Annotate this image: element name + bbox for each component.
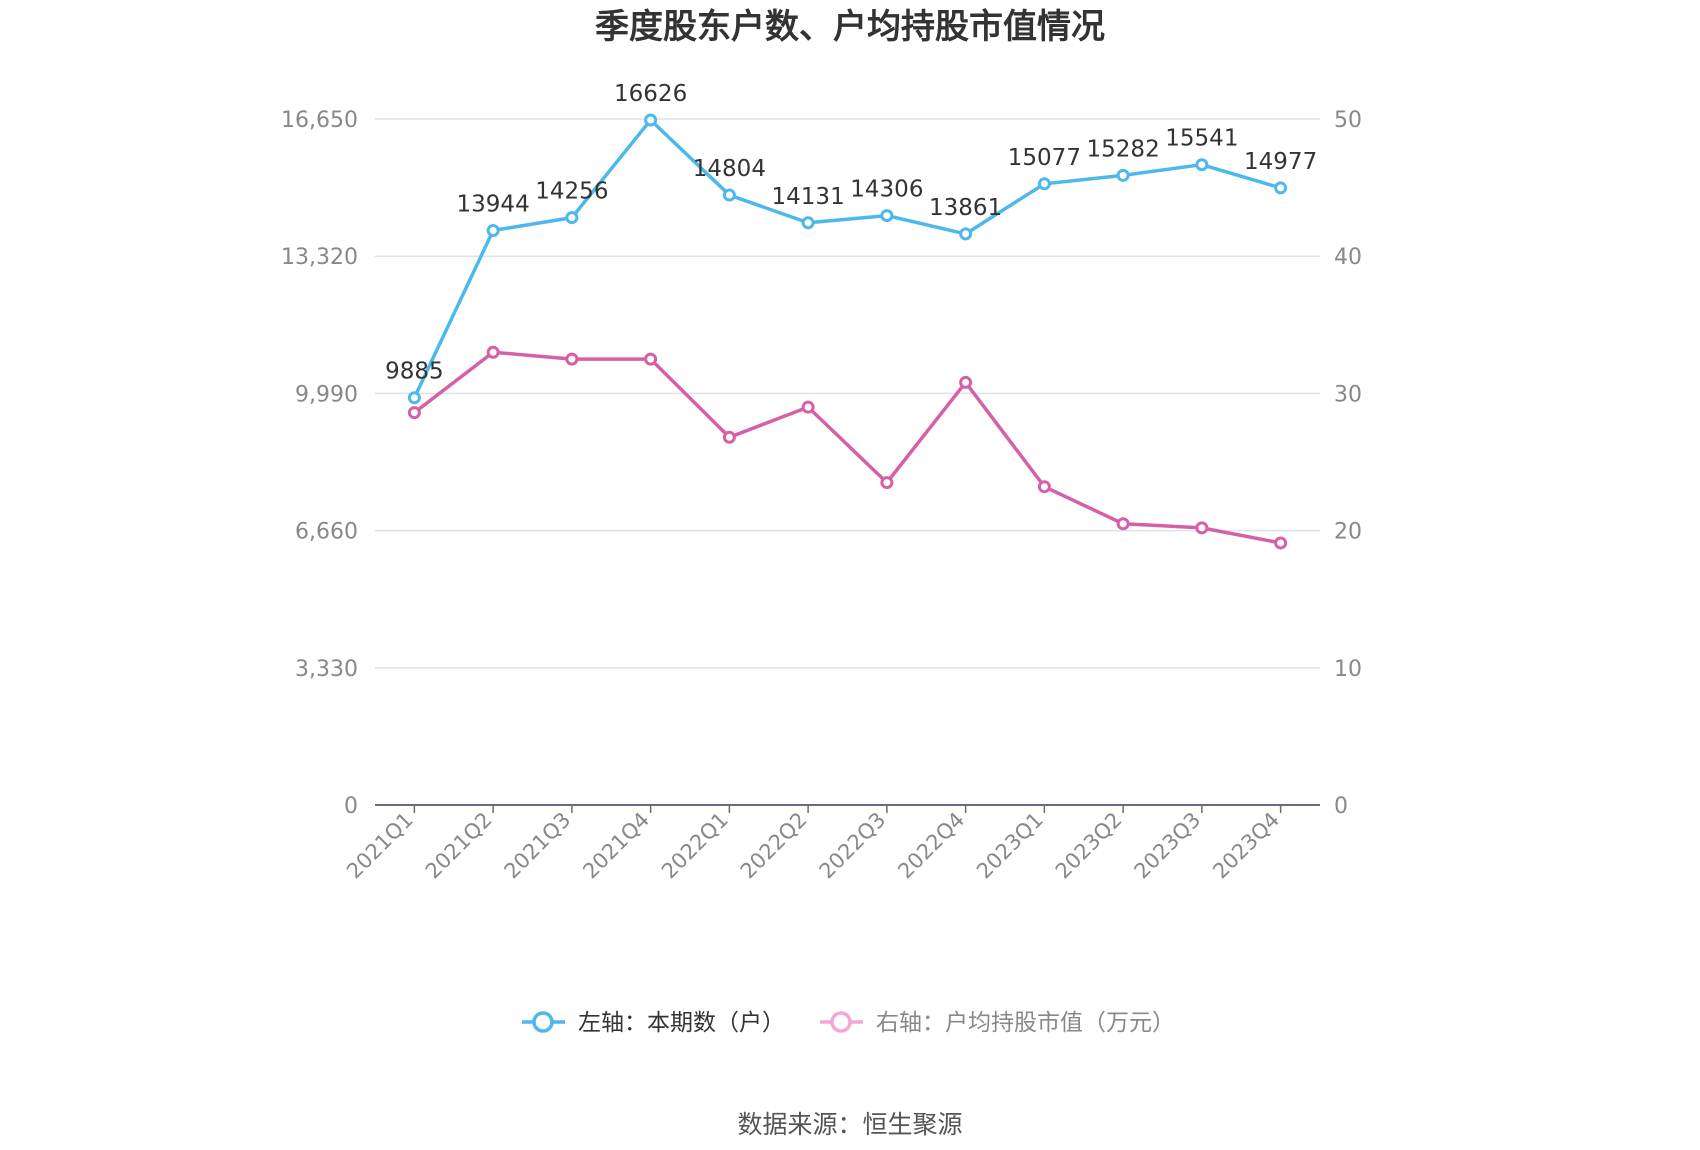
legend-item-1[interactable]: 左轴：本期数（户） <box>522 1010 785 1036</box>
data-point[interactable] <box>801 400 815 414</box>
data-point[interactable] <box>486 223 500 237</box>
left-tick-label: 0 <box>344 794 358 819</box>
data-point[interactable] <box>486 345 500 359</box>
data-label: 15077 <box>1008 145 1081 171</box>
legend-label: 左轴：本期数（户） <box>578 1010 785 1036</box>
series-line <box>412 118 1282 399</box>
data-point[interactable] <box>1037 480 1051 494</box>
data-label: 13861 <box>929 195 1002 221</box>
data-point[interactable] <box>880 209 894 223</box>
data-point[interactable] <box>644 352 658 366</box>
data-point[interactable] <box>1037 177 1051 191</box>
data-point[interactable] <box>722 430 736 444</box>
left-tick-label: 3,330 <box>295 657 358 682</box>
series-line <box>413 350 1281 545</box>
x-tick-label: 2021Q4 <box>578 808 654 884</box>
left-tick-label: 16,650 <box>281 108 358 133</box>
data-point[interactable] <box>1195 521 1209 535</box>
data-point[interactable] <box>644 113 658 127</box>
data-point[interactable] <box>801 216 815 230</box>
data-point[interactable] <box>407 391 421 405</box>
legend-label: 右轴：户均持股市值（万元） <box>876 1010 1175 1036</box>
data-point[interactable] <box>722 188 736 202</box>
x-tick-label: 2021Q3 <box>500 808 576 884</box>
legend-item-2[interactable]: 右轴：户均持股市值（万元） <box>820 1010 1175 1036</box>
data-point[interactable] <box>880 476 894 490</box>
data-label: 14804 <box>693 156 766 182</box>
x-tick-label: 2022Q3 <box>815 808 891 884</box>
x-axis: 2021Q1 2021Q2 2021Q3 2021Q4 2022Q1 2022Q2 2022… <box>342 804 1320 884</box>
data-label: 14131 <box>772 184 845 210</box>
x-tick-label: 2023Q2 <box>1051 808 1127 884</box>
data-point[interactable] <box>959 227 973 241</box>
data-point[interactable] <box>1116 517 1130 531</box>
x-tick-label: 2022Q1 <box>657 808 733 884</box>
x-tick-label: 2022Q4 <box>893 808 969 884</box>
data-point[interactable] <box>1195 158 1209 172</box>
x-tick-label: 2023Q1 <box>972 808 1048 884</box>
left-tick-label: 6,660 <box>295 520 358 545</box>
data-point[interactable] <box>407 406 421 420</box>
legend[interactable]: 左轴：本期数（户） 右轴：户均持股市值（万元） <box>522 1010 1175 1036</box>
left-tick-label: 13,320 <box>281 245 358 270</box>
right-axis-ticks: 0 10 20 30 40 50 <box>1334 108 1362 819</box>
x-tick-label: 2023Q4 <box>1208 808 1284 884</box>
right-tick-label: 40 <box>1334 245 1362 270</box>
legend-marker-icon <box>532 1011 554 1033</box>
grid-lines <box>375 118 1320 669</box>
left-tick-label: 9,990 <box>295 382 358 407</box>
right-tick-label: 30 <box>1334 382 1362 407</box>
data-point[interactable] <box>565 211 579 225</box>
source-note: 数据来源：恒生聚源 <box>737 1110 962 1139</box>
data-label: 15541 <box>1165 126 1238 152</box>
data-point[interactable] <box>1116 168 1130 182</box>
data-label: 14306 <box>850 177 923 203</box>
data-point[interactable] <box>565 352 579 366</box>
data-label: 16626 <box>614 81 687 107</box>
right-tick-label: 50 <box>1334 108 1362 133</box>
data-point[interactable] <box>1274 181 1288 195</box>
series-2 <box>407 345 1288 550</box>
right-tick-label: 20 <box>1334 520 1362 545</box>
legend-marker-icon <box>830 1011 852 1033</box>
left-axis-ticks: 0 3,330 6,660 9,990 13,320 16,650 <box>281 108 358 819</box>
data-label: 14977 <box>1244 149 1317 175</box>
data-label: 15282 <box>1087 136 1160 162</box>
right-tick-label: 10 <box>1334 657 1362 682</box>
data-label: 9885 <box>385 359 444 385</box>
x-tick-label: 2023Q3 <box>1130 808 1206 884</box>
right-tick-label: 0 <box>1334 794 1348 819</box>
x-tick-label: 2021Q2 <box>421 808 497 884</box>
data-label: 13944 <box>457 191 530 217</box>
data-label: 14256 <box>535 179 608 205</box>
data-point[interactable] <box>1274 536 1288 550</box>
x-tick-label: 2022Q2 <box>736 808 812 884</box>
data-point[interactable] <box>959 375 973 389</box>
chart-title: 季度股东户数、户均持股市值情况 <box>595 7 1105 47</box>
